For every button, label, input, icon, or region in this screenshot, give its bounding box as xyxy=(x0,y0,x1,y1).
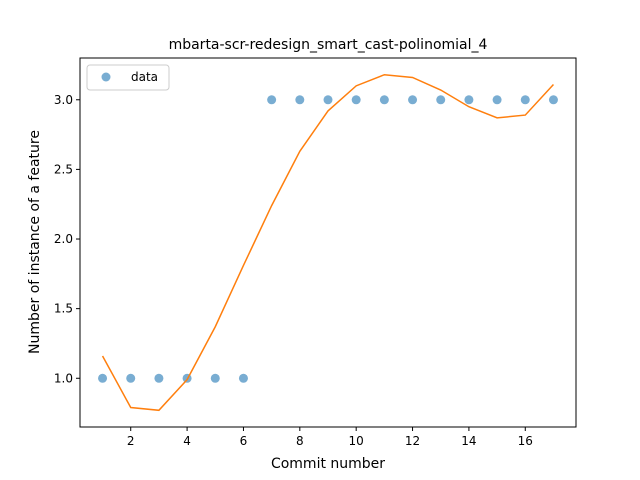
data-point xyxy=(323,95,333,105)
x-tick-label: 16 xyxy=(518,434,533,448)
data-point xyxy=(238,373,248,383)
y-axis-ticks: 1.0 1.5 2.0 2.5 3.0 xyxy=(54,93,80,385)
x-tick-label: 14 xyxy=(461,434,476,448)
data-point xyxy=(492,95,502,105)
y-tick-label: 1.5 xyxy=(54,302,73,316)
y-tick-label: 1.0 xyxy=(54,371,73,385)
x-tick-label: 12 xyxy=(405,434,420,448)
y-tick-label: 3.0 xyxy=(54,93,73,107)
data-point xyxy=(267,95,277,105)
fit-line xyxy=(101,73,555,412)
data-point xyxy=(408,95,418,105)
x-tick-label: 8 xyxy=(296,434,304,448)
y-tick-label: 2.0 xyxy=(54,232,73,246)
data-point xyxy=(379,95,389,105)
data-point xyxy=(436,95,446,105)
legend-box xyxy=(86,64,170,91)
x-tick-label: 6 xyxy=(240,434,248,448)
legend-marker xyxy=(101,72,111,82)
legend-label: data xyxy=(131,70,158,84)
y-tick-label: 2.5 xyxy=(54,162,73,176)
data-point xyxy=(154,373,164,383)
x-tick-label: 2 xyxy=(127,434,135,448)
data-point xyxy=(520,95,530,105)
data-point xyxy=(295,95,305,105)
x-axis-label: Commit number xyxy=(271,456,385,472)
data-point xyxy=(126,373,136,383)
data-point xyxy=(210,373,220,383)
x-tick-label: 4 xyxy=(183,434,191,448)
plot-area xyxy=(98,73,558,412)
x-tick-label: 10 xyxy=(349,434,364,448)
data-point xyxy=(548,95,558,105)
data-point xyxy=(464,95,474,105)
data-point xyxy=(351,95,361,105)
data-point xyxy=(98,373,108,383)
x-axis-ticks: 2 4 6 8 10 12 14 16 xyxy=(127,427,533,448)
legend: data xyxy=(86,64,170,91)
y-axis-label: Number of instance of a feature xyxy=(27,130,43,354)
axes-frame xyxy=(79,57,577,428)
chart-title: mbarta-scr-redesign_smart_cast-polinomia… xyxy=(169,37,488,53)
